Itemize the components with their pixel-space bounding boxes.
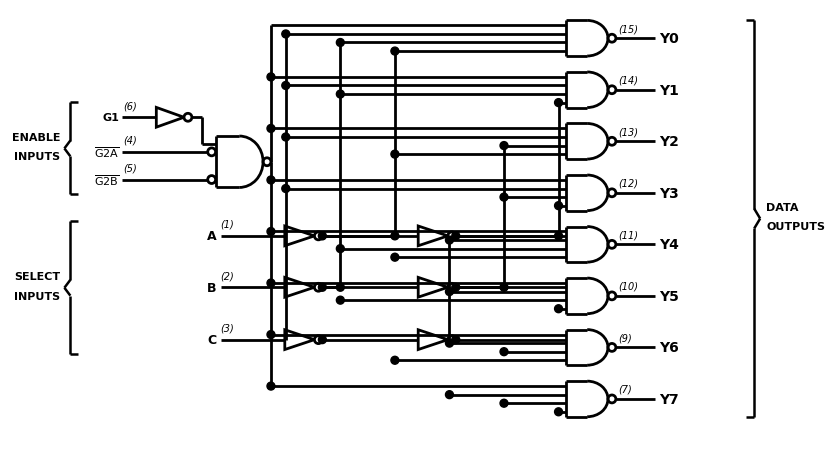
Circle shape xyxy=(267,280,275,287)
Text: (12): (12) xyxy=(618,179,638,189)
Circle shape xyxy=(500,400,508,407)
Text: Y3: Y3 xyxy=(659,186,679,200)
Text: C: C xyxy=(207,333,216,346)
Circle shape xyxy=(446,237,453,244)
Text: SELECT: SELECT xyxy=(14,272,60,281)
Circle shape xyxy=(555,232,562,240)
Text: (3): (3) xyxy=(221,323,234,333)
Circle shape xyxy=(446,288,453,296)
Circle shape xyxy=(318,336,326,344)
Circle shape xyxy=(391,356,399,364)
Circle shape xyxy=(555,305,562,313)
Text: Y2: Y2 xyxy=(659,135,680,149)
Text: A: A xyxy=(207,230,216,243)
Text: INPUTS: INPUTS xyxy=(14,291,60,301)
Text: (10): (10) xyxy=(618,281,638,291)
Circle shape xyxy=(318,284,326,291)
Text: (4): (4) xyxy=(123,136,138,146)
Circle shape xyxy=(267,331,275,339)
Circle shape xyxy=(267,228,275,236)
Circle shape xyxy=(500,284,508,291)
Text: (6): (6) xyxy=(123,101,138,111)
Text: DATA: DATA xyxy=(766,202,799,212)
Circle shape xyxy=(336,91,344,99)
Circle shape xyxy=(336,297,344,304)
Text: (5): (5) xyxy=(123,163,138,173)
Text: G1: G1 xyxy=(103,113,120,123)
Text: Y7: Y7 xyxy=(659,392,679,406)
Circle shape xyxy=(446,391,453,399)
Text: (9): (9) xyxy=(618,333,632,343)
Text: Y6: Y6 xyxy=(659,341,679,354)
Circle shape xyxy=(282,134,289,142)
Circle shape xyxy=(267,382,275,390)
Circle shape xyxy=(336,39,344,47)
Circle shape xyxy=(446,340,453,347)
Text: (7): (7) xyxy=(618,384,632,394)
Text: ENABLE: ENABLE xyxy=(12,132,60,142)
Text: Y5: Y5 xyxy=(659,289,680,303)
Text: Y0: Y0 xyxy=(659,32,679,46)
Circle shape xyxy=(282,31,289,39)
Circle shape xyxy=(282,185,289,193)
Text: $\overline{\rm G2B}$: $\overline{\rm G2B}$ xyxy=(95,173,120,188)
Circle shape xyxy=(452,284,460,291)
Text: $\overline{\rm G2A}$: $\overline{\rm G2A}$ xyxy=(95,145,120,160)
Text: Y1: Y1 xyxy=(659,83,680,97)
Circle shape xyxy=(452,336,460,344)
Circle shape xyxy=(318,232,326,240)
Circle shape xyxy=(391,48,399,56)
Text: INPUTS: INPUTS xyxy=(14,152,60,162)
Text: OUTPUTS: OUTPUTS xyxy=(766,222,825,232)
Circle shape xyxy=(336,284,344,291)
Circle shape xyxy=(500,348,508,356)
Circle shape xyxy=(555,202,562,210)
Text: (1): (1) xyxy=(221,220,234,230)
Circle shape xyxy=(500,194,508,202)
Text: (13): (13) xyxy=(618,127,638,137)
Text: B: B xyxy=(207,281,216,294)
Circle shape xyxy=(282,83,289,90)
Circle shape xyxy=(500,143,508,150)
Text: (11): (11) xyxy=(618,230,638,240)
Circle shape xyxy=(336,245,344,253)
Text: (14): (14) xyxy=(618,76,638,86)
Circle shape xyxy=(555,99,562,107)
Circle shape xyxy=(391,232,399,240)
Circle shape xyxy=(267,125,275,133)
Circle shape xyxy=(267,177,275,184)
Circle shape xyxy=(267,74,275,82)
Circle shape xyxy=(555,408,562,416)
Circle shape xyxy=(391,151,399,159)
Text: (2): (2) xyxy=(221,271,234,281)
Circle shape xyxy=(452,232,460,240)
Circle shape xyxy=(391,253,399,262)
Text: (15): (15) xyxy=(618,24,638,34)
Text: Y4: Y4 xyxy=(659,238,680,252)
